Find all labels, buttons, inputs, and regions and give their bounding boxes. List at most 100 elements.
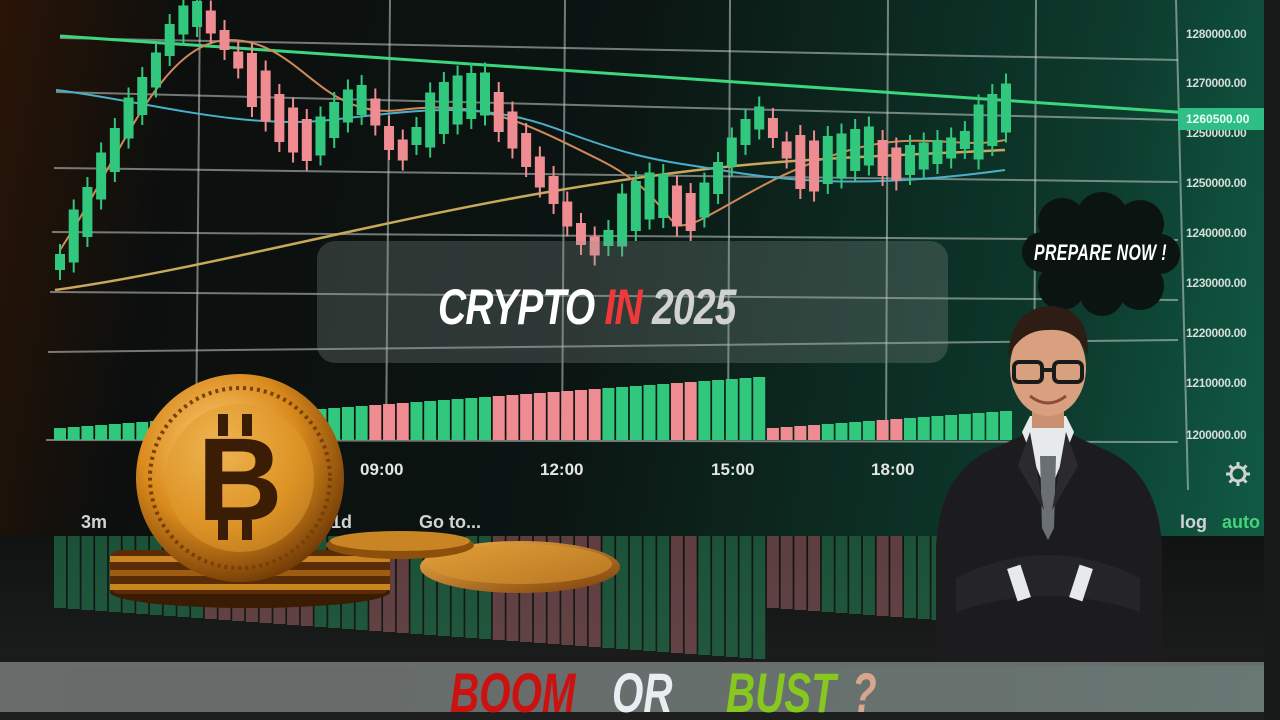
suit-jacket xyxy=(936,432,1162,664)
volume-reflection xyxy=(917,536,930,619)
coin-flat xyxy=(428,544,612,584)
cloud-callout xyxy=(1022,192,1180,316)
price-level-label: 1200000.00 xyxy=(1186,428,1247,442)
candle-body xyxy=(836,133,847,179)
volume-bar xyxy=(712,380,725,440)
bitcoin-icon: B xyxy=(110,374,620,608)
candle-body xyxy=(246,53,257,107)
bitcoin-coin-rim xyxy=(148,386,332,570)
volume-bar xyxy=(492,396,505,440)
candle-body xyxy=(178,5,189,35)
volume-reflection xyxy=(794,536,807,610)
volume-bar xyxy=(972,413,985,440)
volume-bar xyxy=(794,426,807,440)
volume-bar xyxy=(766,428,779,440)
volume-reflection xyxy=(629,536,642,650)
volume-bar xyxy=(945,415,958,440)
businessman-photo xyxy=(936,306,1162,664)
volume-bar xyxy=(520,394,533,440)
volume-reflection xyxy=(890,536,903,617)
volume-reflection xyxy=(54,536,66,608)
coin-flat xyxy=(330,531,470,551)
bitcoin-symbol: B xyxy=(197,414,282,546)
volume-bar xyxy=(396,403,409,440)
volume-bar xyxy=(849,422,862,440)
candle-body xyxy=(370,98,381,126)
volume-reflection xyxy=(698,536,711,655)
grid-line xyxy=(47,339,1179,353)
volume-bar xyxy=(574,390,587,440)
volume-bar xyxy=(424,401,437,440)
candle-body xyxy=(562,201,573,227)
time-axis-label: 12:00 xyxy=(540,460,584,479)
candle-body xyxy=(109,128,120,172)
volume-reflection xyxy=(81,536,94,610)
candle-body xyxy=(260,70,271,122)
candle-body xyxy=(137,77,148,115)
volume-bar xyxy=(616,387,629,440)
tagline-boom: BOOM xyxy=(450,661,576,720)
tagline-question-mark: ? xyxy=(852,661,877,720)
price-line xyxy=(59,34,1264,120)
volume-reflection xyxy=(835,536,848,613)
candle-body xyxy=(96,152,107,200)
price-level-label: 1250000.00 xyxy=(1186,176,1247,190)
candle-body xyxy=(671,185,682,227)
volume-bar xyxy=(602,388,615,440)
current-price-tag: 1260500.00 xyxy=(1178,108,1264,130)
volume-bar xyxy=(465,398,478,440)
volume-bar xyxy=(108,424,121,440)
lapel-right xyxy=(1052,432,1078,510)
volume-bar xyxy=(95,425,108,440)
smile xyxy=(1029,394,1067,405)
candle-body xyxy=(548,176,559,204)
candle-body xyxy=(521,133,532,167)
volume-reflection xyxy=(712,536,725,656)
volume-bar xyxy=(986,412,999,440)
volume-bar xyxy=(629,386,642,440)
candle-body xyxy=(877,140,888,176)
volume-bar xyxy=(588,389,601,440)
candle-body xyxy=(356,85,367,115)
volume-reflection xyxy=(670,536,683,653)
volume-bar xyxy=(122,423,135,440)
volume-bar xyxy=(533,393,546,440)
candle-body xyxy=(918,142,929,170)
volume-reflection xyxy=(849,536,862,614)
interval-button: 3m xyxy=(81,512,108,532)
candle-body xyxy=(507,111,518,149)
grid-line xyxy=(385,0,391,441)
candle-body xyxy=(863,126,874,166)
price-level-label: 1240000.00 xyxy=(1186,226,1247,240)
bitcoin-symbol-bar xyxy=(218,520,228,540)
volume-bar xyxy=(862,421,875,440)
candle-body xyxy=(809,140,820,192)
candle-body xyxy=(699,182,710,218)
candle-body xyxy=(850,129,861,171)
volume-bar xyxy=(657,384,670,440)
volume-reflection xyxy=(396,536,409,633)
shirt-cuff xyxy=(1069,564,1093,602)
title-panel xyxy=(317,241,948,363)
volume-bar xyxy=(931,416,944,440)
grid-line xyxy=(727,0,731,441)
volume-reflection xyxy=(808,536,821,611)
candle-body xyxy=(603,230,614,246)
hair xyxy=(1008,306,1089,358)
volume-bar xyxy=(547,392,560,440)
volume-bar xyxy=(684,382,697,440)
volume-bar xyxy=(561,391,574,440)
volume-bar xyxy=(369,405,382,440)
candle-body xyxy=(274,94,285,142)
price-level-label: 1280000.00 xyxy=(1186,27,1247,41)
right-edge-strip xyxy=(1264,0,1280,720)
prepare-now-callout: PREPARE NOW ! xyxy=(1034,240,1167,265)
candle-body xyxy=(617,193,628,247)
volume-bar xyxy=(958,414,971,440)
candle-body xyxy=(959,131,970,149)
candle-body xyxy=(329,102,340,138)
volume-bar xyxy=(808,425,821,440)
candle-body xyxy=(946,137,957,159)
candle-body xyxy=(534,156,545,188)
